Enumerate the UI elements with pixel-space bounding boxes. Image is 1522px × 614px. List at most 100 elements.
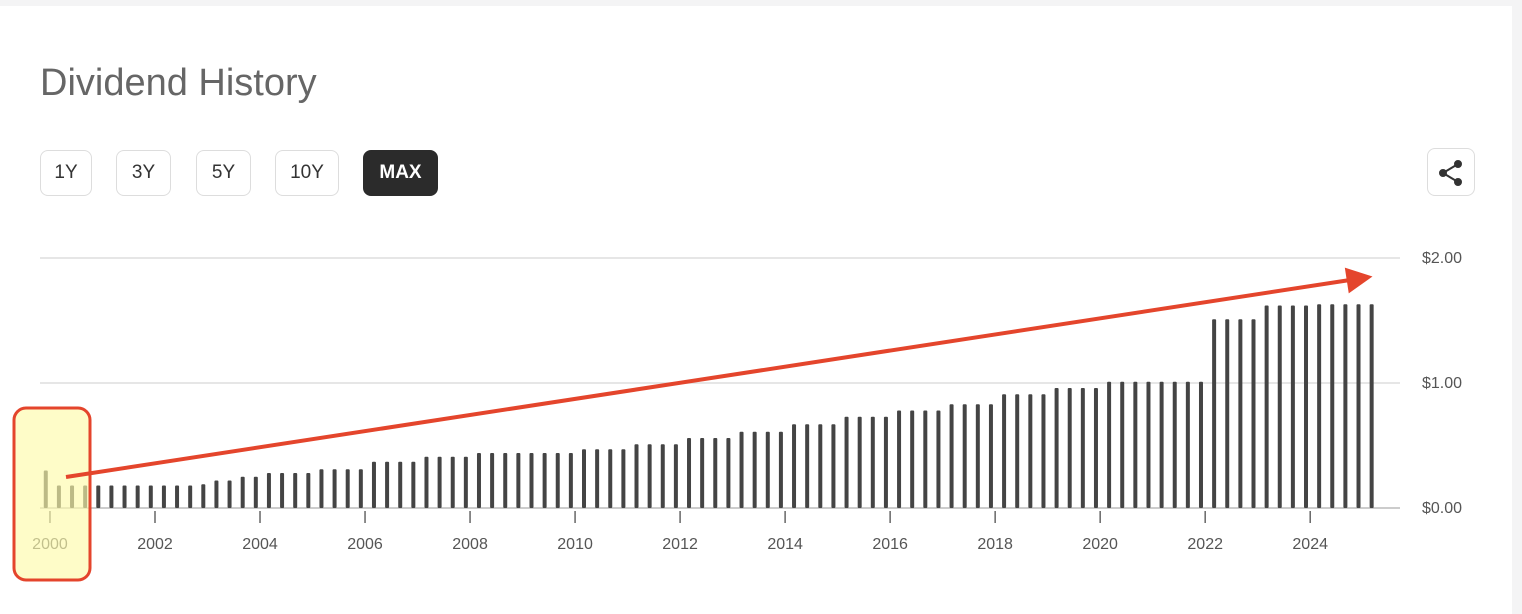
trend-arrow [65, 267, 1373, 479]
bar [201, 484, 206, 508]
bar [818, 424, 823, 508]
bar [450, 456, 455, 508]
bar [1159, 381, 1164, 508]
range-button[interactable]: 3Y [116, 150, 171, 196]
bar [778, 431, 783, 508]
bar [1120, 381, 1125, 508]
x-tick-label: 2010 [557, 536, 593, 553]
bar [897, 410, 902, 508]
bar [1146, 381, 1151, 508]
x-tick-label: 2018 [977, 536, 1013, 553]
bar [96, 485, 101, 508]
bar [870, 416, 875, 508]
bar [857, 416, 862, 508]
share-icon [1439, 160, 1462, 186]
bar [713, 438, 718, 508]
x-tick-label: 2008 [452, 536, 488, 553]
bar [1028, 394, 1033, 508]
bar [319, 469, 324, 508]
bar [621, 449, 626, 508]
bar [1277, 305, 1282, 508]
bar [385, 461, 390, 508]
bar [490, 453, 495, 508]
bar [306, 473, 311, 508]
bar [765, 431, 770, 508]
bar [647, 444, 652, 508]
card: Dividend History 1Y 3Y 5Y 10Y MAX [0, 6, 1512, 614]
bar [831, 424, 836, 508]
bar [345, 469, 350, 508]
bar [411, 461, 416, 508]
bar [975, 404, 980, 508]
x-tick-label: 2004 [242, 536, 278, 553]
bar [700, 438, 705, 508]
bar [1093, 388, 1098, 508]
bar [1290, 305, 1295, 508]
bar [1172, 381, 1177, 508]
share-button[interactable] [1427, 148, 1475, 196]
x-tick-label: 2006 [347, 536, 383, 553]
bar [883, 416, 888, 508]
bar [660, 444, 665, 508]
bar [555, 453, 560, 508]
bar [739, 431, 744, 508]
bar [1198, 381, 1203, 508]
bar [1356, 304, 1361, 508]
bar [1317, 304, 1322, 508]
bar [608, 449, 613, 508]
range-button[interactable]: 10Y [275, 150, 339, 196]
x-tick-label: 2002 [137, 536, 173, 553]
bar [1369, 304, 1374, 508]
bar [1185, 381, 1190, 508]
bar [1054, 388, 1059, 508]
bar [687, 438, 692, 508]
highlight-box [12, 406, 92, 582]
bar [1304, 305, 1309, 508]
bar [1067, 388, 1072, 508]
bar [568, 453, 573, 508]
range-button[interactable]: 5Y [196, 150, 251, 196]
bar [1080, 388, 1085, 508]
x-tick-label: 2016 [872, 536, 908, 553]
bar [582, 449, 586, 508]
bar [923, 410, 928, 508]
title: Dividend History [40, 62, 317, 104]
bar [1330, 304, 1335, 508]
bar [726, 438, 731, 508]
bar [503, 453, 508, 508]
bar [516, 453, 521, 508]
bar [936, 410, 941, 508]
bar [529, 453, 534, 508]
bar [1212, 319, 1217, 508]
bar [792, 424, 797, 508]
bar [1107, 381, 1112, 508]
bar [398, 461, 403, 508]
bar [161, 485, 166, 508]
bar [542, 453, 547, 508]
bar [148, 485, 153, 508]
bar [910, 410, 915, 508]
range-button[interactable]: MAX [363, 150, 438, 196]
bar [1225, 319, 1230, 508]
bar [227, 480, 232, 508]
bar [371, 461, 376, 508]
bar [135, 485, 140, 508]
bar [280, 473, 285, 508]
range-button[interactable]: 1Y [40, 150, 92, 196]
bar [1343, 304, 1348, 508]
bar [962, 404, 967, 508]
bar [437, 456, 442, 508]
bar [240, 476, 245, 508]
bar [424, 456, 429, 508]
bar [844, 416, 849, 508]
bar [1133, 381, 1138, 508]
bar [673, 444, 678, 508]
y-tick-label: $2.00 [1422, 250, 1462, 267]
bar [1041, 394, 1046, 508]
bar [266, 473, 271, 508]
bar [476, 453, 481, 508]
bar [1002, 394, 1007, 508]
bar [332, 469, 337, 508]
bar [358, 469, 363, 508]
